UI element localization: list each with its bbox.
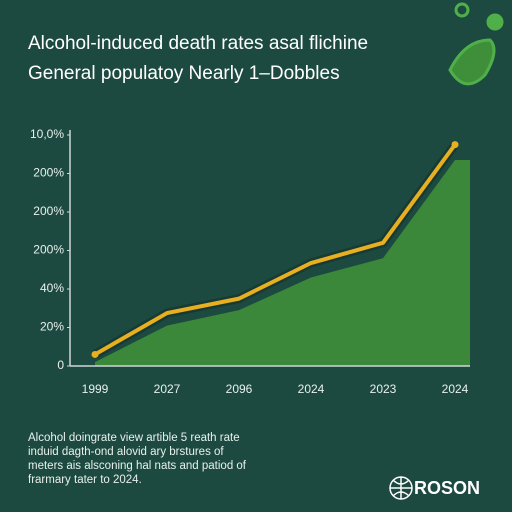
x-tick-label: 2024 — [442, 382, 469, 396]
line-point — [91, 350, 99, 358]
chart-subtitle: General populatoy Nearly 1–Dobbles — [28, 63, 340, 84]
x-tick-label: 2023 — [370, 382, 397, 396]
y-tick-label: 10,0% — [30, 127, 64, 141]
area — [95, 160, 470, 366]
footnote: meters ais alsconing hal nats and patiod… — [28, 460, 247, 472]
line-point — [451, 141, 459, 149]
x-tick-label: 2096 — [226, 382, 253, 396]
logo-icon — [389, 476, 413, 500]
footnote: frarmary tater to 2024. — [28, 474, 142, 486]
chart-title: Alcohol-induced death rates asal flichin… — [28, 33, 368, 54]
line — [93, 142, 457, 357]
y-tick-label: 200% — [33, 243, 64, 257]
x-tick-label: 2027 — [154, 382, 181, 396]
footnote: Alcohol doingrate view artible 5 reath r… — [28, 432, 240, 444]
x-tick-label: 2024 — [298, 382, 325, 396]
y-tick-label: 200% — [33, 204, 64, 218]
y-tick-label: 200% — [33, 166, 64, 180]
y-tick-label: 40% — [40, 281, 64, 295]
logo: ROSON — [414, 478, 480, 498]
x-tick-label: 1999 — [82, 382, 109, 396]
footnote: induid dagth-ond alovid ary brstures of — [28, 446, 224, 458]
y-tick-label: 0 — [57, 358, 64, 372]
y-tick-label: 20% — [40, 320, 64, 334]
decor-icon — [448, 2, 504, 86]
